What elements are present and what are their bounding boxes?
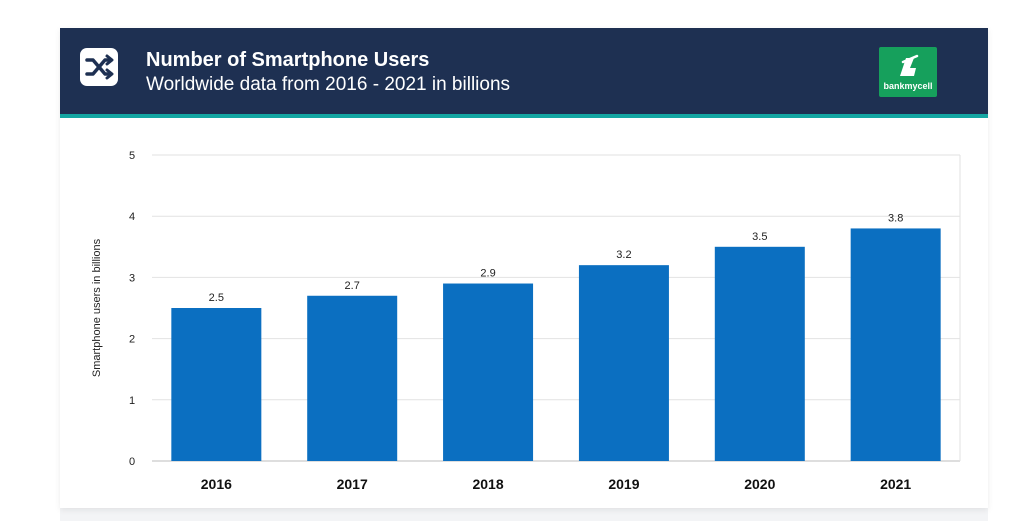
bankmycell-logo-mark xyxy=(900,54,919,76)
logo-text: bankmycell xyxy=(883,81,933,91)
x-category-label-2018: 2018 xyxy=(472,476,503,492)
x-category-label-2019: 2019 xyxy=(608,476,639,492)
y-tick-label: 4 xyxy=(129,211,135,223)
bar-2020 xyxy=(714,246,805,461)
bankmycell-logo: bankmycell xyxy=(879,47,937,97)
bars xyxy=(171,228,941,461)
y-ticks: 0 1 2 3 4 5 xyxy=(129,150,135,468)
x-category-label-2021: 2021 xyxy=(880,476,911,492)
bar-2019 xyxy=(578,265,669,461)
y-tick-label: 2 xyxy=(129,334,135,346)
y-axis-title: Smartphone users in billions xyxy=(91,238,103,377)
y-tick-label: 3 xyxy=(129,272,135,284)
bar-2017 xyxy=(307,295,398,461)
value-label-2019: 3.2 xyxy=(616,249,631,261)
x-category-label-2016: 2016 xyxy=(201,476,232,492)
bar-2021 xyxy=(850,228,941,461)
x-category-label-2017: 2017 xyxy=(337,476,368,492)
bar-2018 xyxy=(443,283,534,461)
shuffle-icon xyxy=(80,48,118,86)
value-label-2017: 2.7 xyxy=(345,280,360,292)
value-label-2018: 2.9 xyxy=(480,268,495,280)
chart-title: Number of Smartphone Users xyxy=(146,49,430,71)
x-categories: 2016 2017 2018 2019 2020 2021 xyxy=(201,476,912,492)
y-tick-label: 5 xyxy=(129,150,135,162)
grid-lines xyxy=(152,154,961,462)
value-label-2021: 3.8 xyxy=(888,212,903,224)
value-labels: 2.5 2.7 2.9 3.2 3.5 3.8 xyxy=(209,212,904,304)
bar-2016 xyxy=(171,308,262,461)
value-label-2020: 3.5 xyxy=(752,231,767,243)
y-tick-label: 1 xyxy=(129,395,135,407)
y-tick-label: 0 xyxy=(129,456,135,468)
value-label-2016: 2.5 xyxy=(209,292,224,304)
chart-subtitle: Worldwide data from 2016 - 2021 in billi… xyxy=(146,74,511,95)
chart-header: Number of Smartphone Users Worldwide dat… xyxy=(60,28,988,118)
x-category-label-2020: 2020 xyxy=(744,476,775,492)
